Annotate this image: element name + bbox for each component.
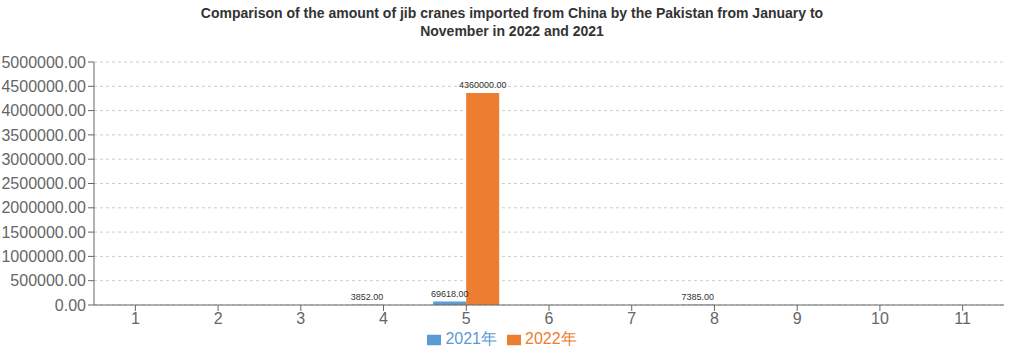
svg-text:11: 11 [954,310,971,327]
html-text:2022年: 2022年 [525,330,577,347]
svg-text:1000000.00: 1000000.00 [8,248,86,265]
svg-text:5: 5 [462,310,471,327]
html-text:November in 2022 and 2021: November in 2022 and 2021 [420,23,604,39]
svg-text:2500000.00: 2500000.00 [8,175,86,192]
svg-text:1500000.00: 1500000.00 [8,224,86,241]
svg-text:2: 2 [214,310,223,327]
html-text:Comparison of the amount of ji: Comparison of the amount of jib cranes i… [200,5,824,21]
svg-text:1: 1 [131,310,140,327]
svg-text:2000000.00: 2000000.00 [8,199,86,216]
html-text:2021年: 2021年 [445,330,497,347]
svg-text:9: 9 [793,310,802,327]
svg-text:4360000.00: 4360000.00 [459,80,507,90]
svg-text:7385.00: 7385.00 [682,292,715,302]
svg-text:3000000.00: 3000000.00 [8,151,86,168]
svg-text:8: 8 [710,310,719,327]
svg-text:7: 7 [627,310,636,327]
svg-text:10: 10 [871,310,889,327]
svg-text:4: 4 [379,310,388,327]
svg-text:4500000.00: 4500000.00 [8,78,86,95]
svg-text:0.00: 0.00 [55,297,86,314]
svg-text:5000000.00: 5000000.00 [8,54,86,71]
svg-text:69618.00: 69618.00 [431,289,469,299]
svg-text:4000000.00: 4000000.00 [8,102,86,119]
svg-text:500000.00: 500000.00 [10,272,86,289]
svg-text:3852.00: 3852.00 [351,292,384,302]
svg-text:6: 6 [545,310,554,327]
svg-text:3500000.00: 3500000.00 [8,127,86,144]
svg-text:3: 3 [296,310,305,327]
